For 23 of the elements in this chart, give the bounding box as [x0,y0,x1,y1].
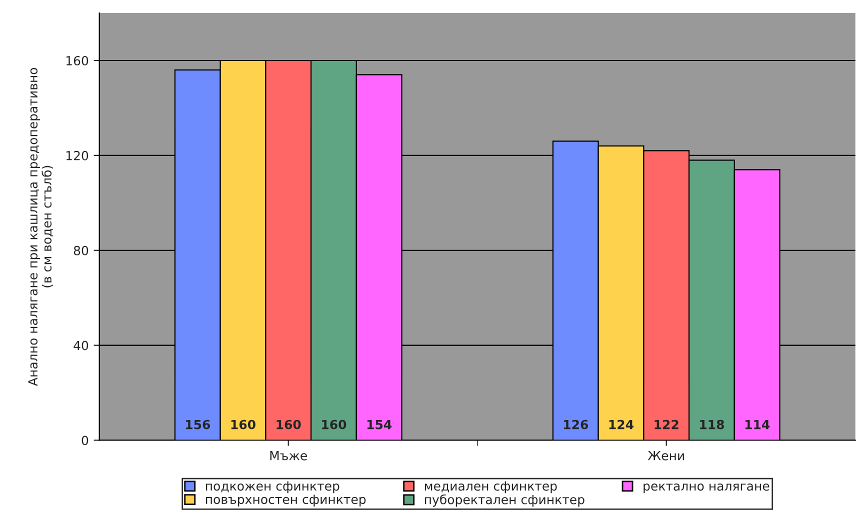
y-tick-label: 160 [66,56,88,66]
data-label: 122 [654,420,678,430]
y-axis-title: Анално налягане при кашлица предоперативно (в см воден стълб) [28,68,54,386]
data-label: 126 [564,420,588,430]
legend-label: медиален сфинктер [424,481,557,494]
y-tick-label: 80 [74,246,88,256]
data-label: 124 [609,420,634,430]
data-label: 118 [700,420,724,430]
y-tick-label: 120 [66,150,88,160]
legend-label: подкожен сфинктер [206,481,340,494]
legend-label: повърхностен сфинктер [206,494,366,506]
x-tick-label: Мъже [270,451,307,460]
data-label: 160 [322,420,346,430]
data-label: 160 [276,420,301,430]
y-tick-label: 40 [74,340,88,350]
data-label: 154 [367,420,392,430]
legend-label: ректално налягане [644,484,770,494]
data-label: 156 [186,420,210,430]
x-tick-label: Жени [648,451,684,460]
data-label: 160 [231,420,256,430]
legend-label: пуборектален сфинктер [424,494,584,507]
y-tick-label: 0 [82,436,88,446]
data-label: 114 [745,420,770,430]
